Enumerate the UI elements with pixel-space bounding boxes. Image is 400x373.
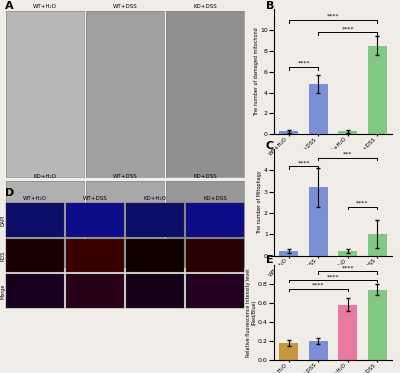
Text: ****: ****: [297, 160, 310, 166]
Bar: [368, 289, 387, 360]
Text: ***: ***: [343, 152, 352, 157]
Text: WT+DSS: WT+DSS: [113, 4, 137, 9]
Text: WT+DSS: WT+DSS: [113, 174, 137, 179]
Text: B: B: [266, 1, 274, 10]
Text: D: D: [5, 188, 14, 198]
Bar: [309, 188, 328, 256]
Bar: [338, 251, 357, 256]
Text: WT+H₂O: WT+H₂O: [23, 197, 47, 201]
Bar: [279, 343, 298, 360]
Text: ROS: ROS: [1, 250, 6, 261]
Bar: [338, 305, 357, 360]
Y-axis label: The number of damaged mitochond: The number of damaged mitochond: [254, 28, 259, 116]
Text: KD+H₂O: KD+H₂O: [144, 197, 166, 201]
Bar: [368, 234, 387, 256]
Bar: [338, 131, 357, 134]
Text: KD+H₂O: KD+H₂O: [34, 174, 56, 179]
Text: ****: ****: [312, 283, 324, 288]
Text: E: E: [266, 255, 274, 265]
Text: KD+DSS: KD+DSS: [203, 197, 227, 201]
Text: KD+DSS: KD+DSS: [193, 4, 217, 9]
Bar: [368, 46, 387, 134]
Text: ****: ****: [327, 14, 339, 19]
Text: ****: ****: [342, 266, 354, 271]
Text: DAPI: DAPI: [1, 214, 6, 226]
Y-axis label: The number of Mitophagy: The number of Mitophagy: [257, 170, 262, 234]
Text: WT+H₂O: WT+H₂O: [33, 4, 57, 9]
Text: ****: ****: [327, 274, 339, 279]
Bar: [279, 251, 298, 256]
Text: ****: ****: [342, 26, 354, 31]
Text: ****: ****: [356, 201, 369, 206]
Text: ****: ****: [297, 61, 310, 66]
Text: WT+DSS: WT+DSS: [83, 197, 107, 201]
Text: KD+DSS: KD+DSS: [193, 174, 217, 179]
Bar: [309, 84, 328, 134]
Y-axis label: Relative fluorescence Intensity level
(Red/Blue): Relative fluorescence Intensity level (R…: [246, 268, 256, 357]
Text: A: A: [5, 1, 14, 11]
Bar: [279, 131, 298, 134]
Text: Merge: Merge: [1, 283, 6, 299]
Bar: [309, 341, 328, 360]
Text: C: C: [266, 141, 274, 151]
